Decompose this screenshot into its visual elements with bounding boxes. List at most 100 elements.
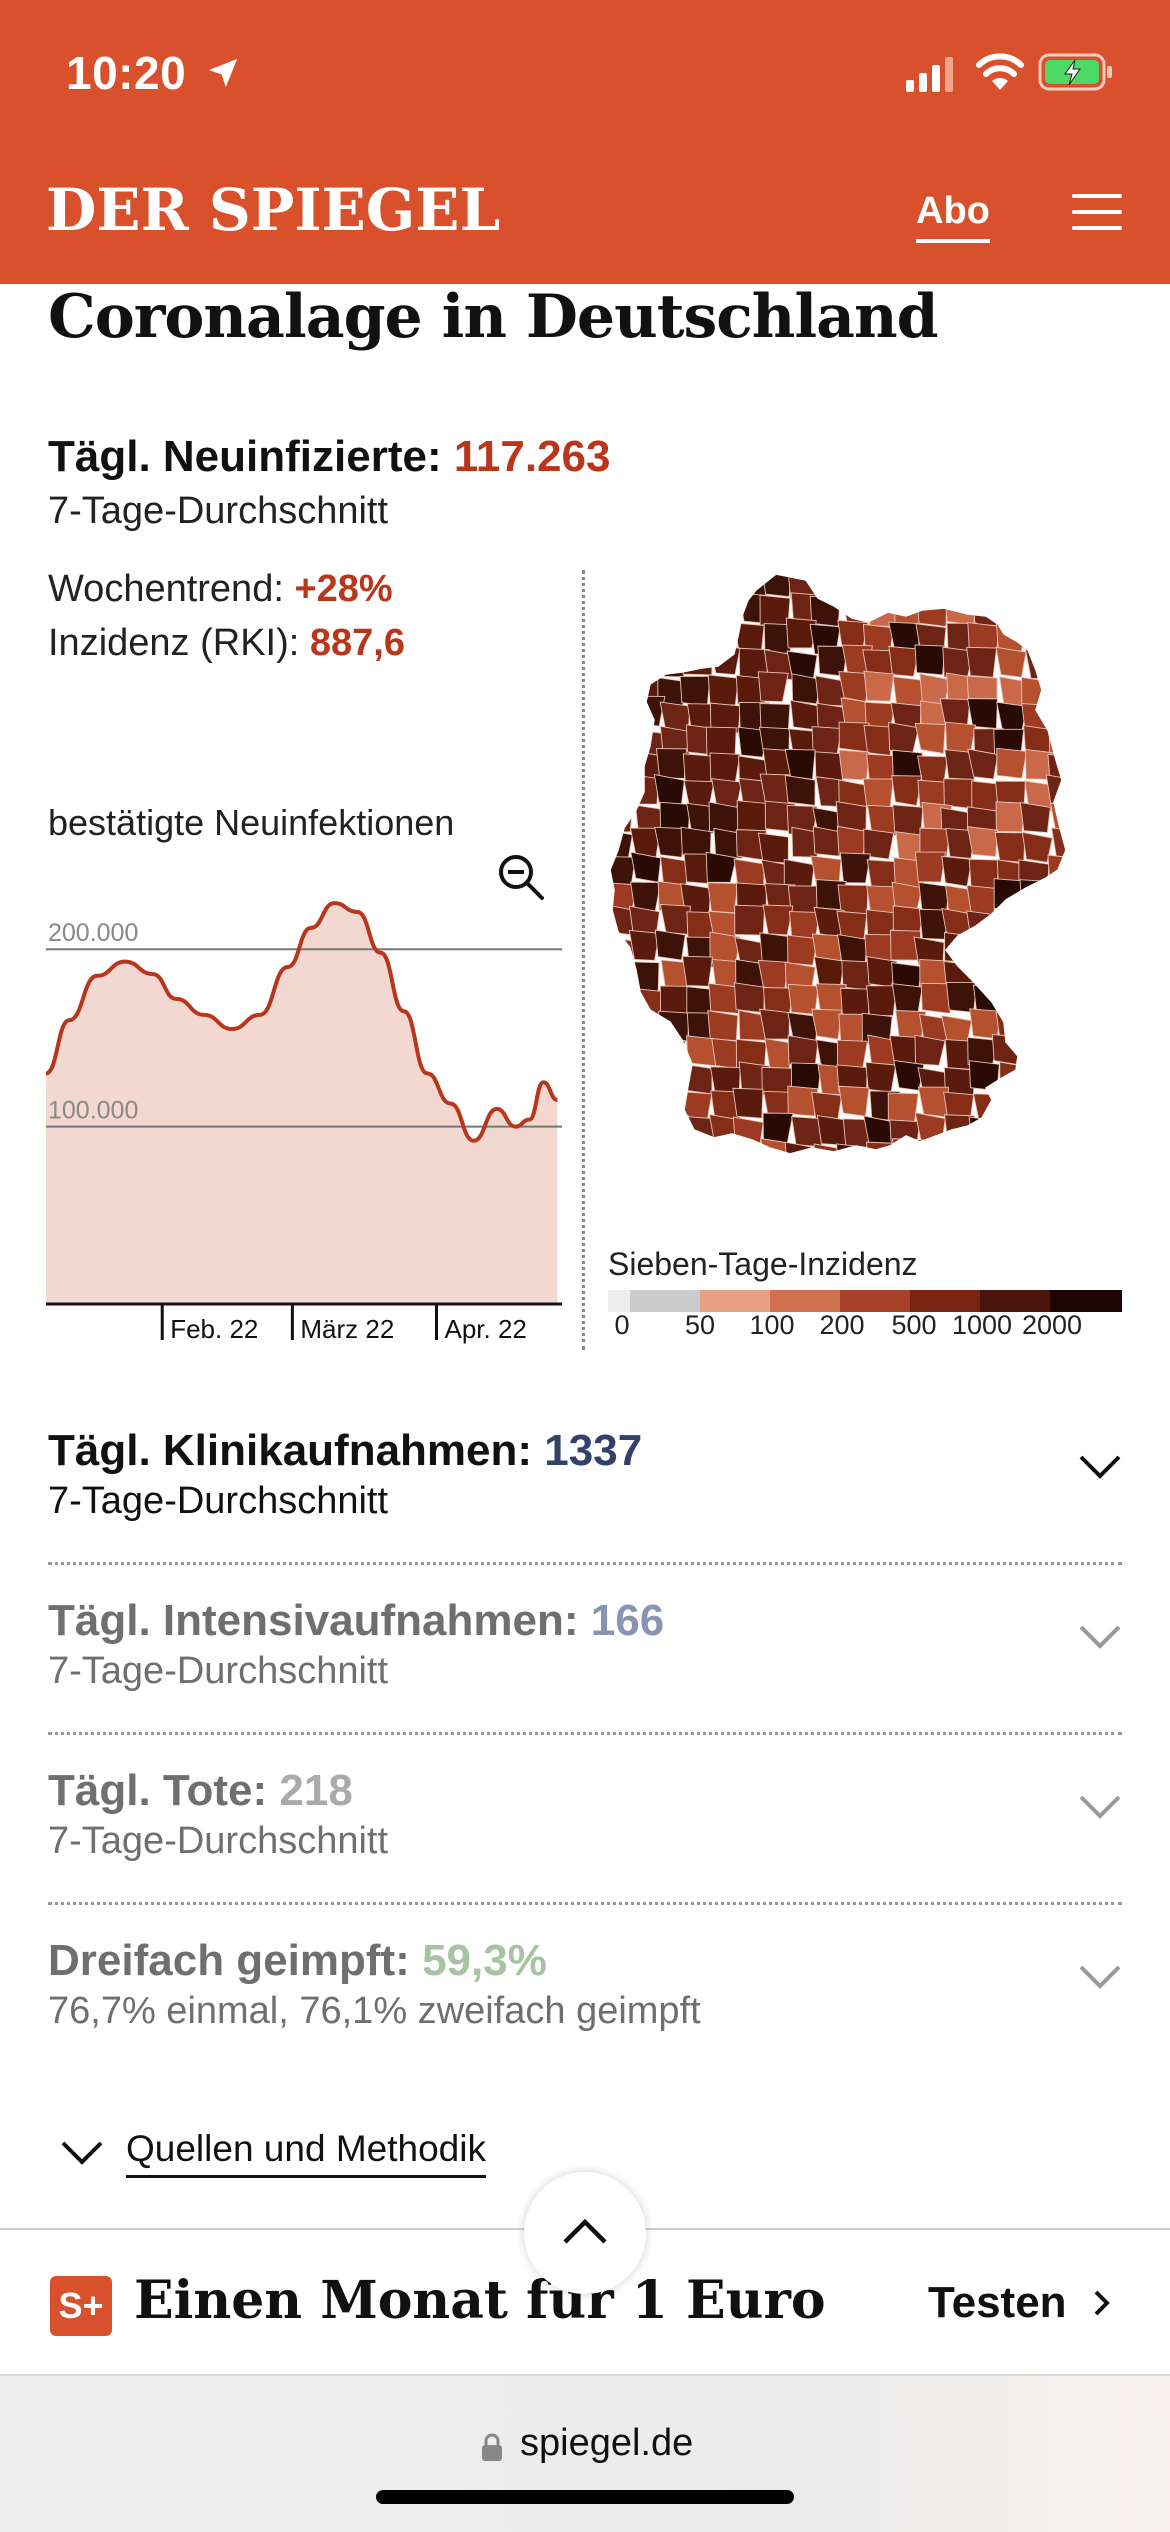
map-district (813, 956, 845, 988)
map-district (838, 1013, 870, 1045)
scroll-to-top-button[interactable] (524, 2172, 646, 2294)
map-district (861, 574, 893, 600)
accordion-tote[interactable]: Tägl. Tote: 218 7-Tage-Durchschnitt (48, 1766, 1122, 1863)
map-district (762, 904, 794, 936)
chevron-down-icon[interactable] (1078, 1964, 1122, 1990)
map-district (1073, 730, 1096, 760)
browser-url-bar[interactable]: spiegel.de (0, 2376, 1170, 2532)
map-district (733, 982, 765, 1014)
map-district (632, 648, 665, 680)
chevron-down-icon[interactable] (1078, 1454, 1122, 1480)
map-district (1022, 1035, 1054, 1067)
map-district (659, 903, 691, 935)
map-district (791, 1116, 823, 1148)
map-district (892, 804, 924, 836)
map-district (1077, 829, 1096, 859)
map-district (946, 574, 978, 604)
map-district (705, 851, 737, 883)
lock-icon (482, 2433, 502, 2461)
map-district (1018, 910, 1050, 942)
map-district (867, 1170, 897, 1200)
accordion-geimpft[interactable]: Dreifach geimpft: 59,3% 76,7% einmal, 76… (48, 1936, 1122, 2033)
map-district (610, 699, 640, 731)
chevron-down-icon[interactable] (1078, 1794, 1122, 1820)
chevron-right-icon (1094, 2290, 1110, 2316)
map-district (891, 983, 923, 1015)
map-district (920, 1140, 952, 1154)
infections-heading[interactable]: Tägl. Neuinfizierte: 117.263 (48, 432, 610, 482)
map-district (1072, 1011, 1096, 1041)
map-district (1019, 802, 1051, 834)
map-district (787, 1085, 819, 1117)
testen-button[interactable]: Testen (928, 2278, 1111, 2328)
map-district (610, 801, 634, 833)
legend-swatch (608, 1290, 630, 1312)
map-district (836, 825, 868, 857)
map-district (610, 647, 639, 679)
chevron-down-icon (61, 2141, 103, 2165)
map-district (630, 574, 662, 599)
map-district (784, 774, 816, 806)
legend-tick-label: 1000 (951, 1310, 1013, 1340)
map-district (945, 721, 977, 753)
map-district (888, 721, 920, 753)
map-district (941, 855, 973, 887)
abo-link[interactable]: Abo (916, 190, 990, 243)
map-district (708, 592, 740, 624)
map-district (762, 1112, 794, 1144)
map-district (835, 574, 867, 600)
map-district (992, 1140, 1024, 1154)
hamburger-menu-icon[interactable] (1072, 194, 1122, 232)
home-indicator (376, 2490, 794, 2504)
spiegel-logo[interactable]: DER SPIEGEL (46, 176, 501, 244)
acc-sub: 76,7% einmal, 76,1% zweifach geimpft (48, 1990, 701, 2032)
map-district (707, 674, 739, 706)
acc-value: 166 (590, 1596, 665, 1645)
map-district (863, 670, 895, 702)
acc-value: 1337 (544, 1426, 643, 1475)
map-district (1073, 907, 1096, 937)
map-district (610, 961, 635, 993)
map-district (1073, 806, 1096, 836)
map-district (838, 1085, 870, 1117)
x-tick-label: Apr. 22 (444, 1314, 526, 1344)
map-district (889, 1119, 921, 1151)
map-district (865, 1061, 897, 1093)
chevron-down-icon[interactable] (1078, 1624, 1122, 1650)
map-district (945, 981, 977, 1013)
vertical-divider (582, 570, 585, 1350)
weekly-trend: Wochentrend: +28% (48, 568, 393, 611)
map-district (1048, 646, 1066, 678)
map-district (629, 1114, 661, 1146)
legend-tick-label: 2000 (1021, 1310, 1083, 1340)
accordion-intensivaufnahmen[interactable]: Tägl. Intensivaufnahmen: 166 7-Tage-Durc… (48, 1596, 1122, 1693)
map-district (1044, 696, 1066, 728)
map-district (627, 1085, 659, 1117)
map-district (653, 619, 685, 651)
sources-toggle[interactable]: Quellen und Methodik (60, 2128, 486, 2178)
location-arrow-icon (208, 58, 238, 88)
map-district (681, 955, 713, 987)
map-district (709, 702, 741, 734)
map-district (707, 1010, 739, 1042)
map-district (914, 644, 946, 676)
map-district (970, 1170, 1000, 1200)
map-district (815, 1169, 845, 1199)
map-district (996, 1165, 1026, 1195)
acc-label: Tägl. Tote: (48, 1766, 268, 1815)
map-district (635, 622, 667, 654)
map-district (1043, 1039, 1066, 1071)
zoom-out-icon[interactable] (496, 852, 548, 904)
map-district (708, 982, 740, 1014)
acc-value: 218 (279, 1766, 353, 1815)
incidence-value: 887,6 (309, 622, 405, 664)
accordion-klinikaufnahmen[interactable]: Tägl. Klinikaufnahmen: 1337 7-Tage-Durch… (48, 1426, 1122, 1523)
germany-incidence-map[interactable] (606, 570, 1096, 1220)
legend-tick-label: 100 (749, 1310, 795, 1340)
acc-sub: 7-Tage-Durchschnitt (48, 1480, 389, 1522)
promo-banner[interactable]: S+ Einen Monat für 1 Euro Testen (0, 2228, 1170, 2376)
map-district (887, 1092, 919, 1124)
cellular-signal-icon (906, 57, 953, 92)
map-district (891, 1138, 923, 1154)
map-district (1077, 1067, 1096, 1097)
